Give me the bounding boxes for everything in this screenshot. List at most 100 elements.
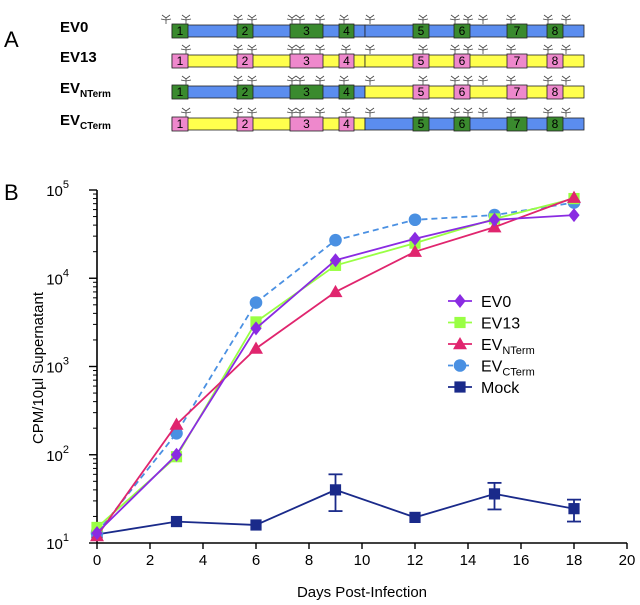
y-tick-exponent: 2: [63, 444, 69, 456]
glycosylation-mark: [542, 107, 554, 117]
construct-name: EV0: [60, 19, 88, 36]
segment-number: 3: [303, 117, 310, 131]
x-axis-title: Days Post-Infection: [297, 584, 427, 601]
segment-number: 6: [459, 85, 466, 99]
data-point: [488, 212, 501, 227]
segment-box: [453, 84, 471, 100]
legend-swatch-marker: [454, 316, 466, 329]
legend-entry: EVCTerm: [448, 359, 535, 379]
data-point: [567, 190, 581, 203]
glycosylation-mark: [364, 107, 376, 117]
y-tick-exponent: 4: [63, 267, 69, 279]
segment-box: [506, 53, 528, 69]
segment-number: 8: [552, 117, 559, 131]
segment-box: [171, 53, 189, 69]
panel-a-construct-diagram: A EV0 1 2 3 4 5 6 7 8 EV13 1 2 3 4 5 6 7 8 EVNTerm 1 2 3 4 5 6 7 8…: [4, 14, 585, 132]
glycosylation-mark: [462, 107, 474, 117]
y-tick-label: 101: [46, 532, 69, 553]
segment-number: 7: [514, 54, 521, 68]
segment-number: 5: [418, 24, 425, 38]
y-axis-title: CPM/10µl Supernatant: [30, 291, 47, 444]
glycosylation-mark: [180, 44, 192, 54]
segment-box: [412, 84, 430, 100]
glycosylation-mark: [505, 44, 517, 54]
glycosylation-mark: [340, 107, 352, 117]
segment-box: [171, 116, 189, 132]
segment-box: [338, 53, 355, 69]
x-tick-label: 0: [93, 552, 101, 569]
segment-box: [236, 116, 254, 132]
glycosylation-mark: [180, 75, 192, 85]
glycosylation-mark: [364, 75, 376, 85]
glycosylation-mark: [232, 44, 244, 54]
segment-box: [546, 53, 564, 69]
construct-row: EVNTerm 1 2 3 4 5 6 7 8: [60, 75, 585, 100]
glycosylation-mark: [417, 44, 429, 54]
glycosylation-mark: [246, 44, 258, 54]
y-tick-label: 102: [46, 444, 69, 465]
segment-box: [546, 116, 564, 132]
legend-label: EV0: [481, 294, 511, 311]
segment-box: [289, 23, 324, 39]
segment-number: 8: [552, 85, 559, 99]
segment-box: [236, 23, 254, 39]
x-tick-label: 16: [513, 552, 530, 569]
backbone-left: [171, 117, 366, 131]
glycosylation-mark: [338, 75, 350, 85]
construct-row: EV0 1 2 3 4 5 6 7 8: [60, 14, 585, 39]
legend-entry: EV0: [448, 294, 511, 311]
glycosylation-mark: [462, 44, 474, 54]
x-tick-label: 10: [354, 552, 371, 569]
segment-number: 3: [303, 54, 310, 68]
glycosylation-mark: [542, 75, 554, 85]
segment-box: [412, 53, 430, 69]
segment-box: [453, 23, 471, 39]
glycosylation-mark: [364, 44, 376, 54]
segment-box: [412, 23, 430, 39]
glycosylation-mark: [449, 14, 461, 24]
data-point: [329, 253, 342, 268]
segment-box: [546, 84, 564, 100]
glycosylation-mark: [314, 107, 326, 117]
x-tick-label: 6: [252, 552, 260, 569]
segment-box: [338, 84, 355, 100]
glycosylation-mark: [314, 14, 326, 24]
data-point: [91, 525, 103, 540]
x-tick-label: 14: [460, 552, 477, 569]
legend-label: EVNTerm: [481, 337, 535, 357]
glycosylation-mark: [449, 75, 461, 85]
glycosylation-mark: [314, 44, 326, 54]
segment-number: 6: [459, 24, 466, 38]
glycosylation-mark: [294, 14, 306, 24]
segment-box: [236, 53, 254, 69]
segment-number: 5: [418, 117, 425, 131]
construct-name: EVCTerm: [60, 112, 111, 132]
segment-box: [171, 23, 189, 39]
data-point: [249, 341, 263, 354]
legend-entry: EV13: [448, 316, 520, 333]
glycosylation-mark: [477, 14, 489, 24]
segment-number: 4: [343, 117, 350, 131]
glycosylation-mark: [340, 44, 352, 54]
y-tick-exponent: 1: [63, 532, 69, 544]
segment-number: 2: [242, 54, 249, 68]
glycosylation-mark: [232, 75, 244, 85]
segment-number: 6: [459, 54, 466, 68]
glycosylation-mark: [294, 75, 306, 85]
legend-entry: Mock: [448, 380, 520, 397]
x-tick-label: 12: [407, 552, 424, 569]
glycosylation-mark: [462, 14, 474, 24]
segment-box: [506, 84, 528, 100]
y-tick-label: 105: [46, 179, 69, 200]
legend-label: EVCTerm: [481, 359, 535, 379]
data-point: [409, 231, 421, 246]
glycosylation-mark: [232, 107, 244, 117]
glycosylation-mark: [160, 14, 172, 24]
data-point: [170, 447, 183, 462]
segment-box: [289, 53, 324, 69]
legend-label: EV13: [481, 316, 520, 333]
construct-name-subscript: NTerm: [80, 89, 111, 100]
data-point: [169, 417, 184, 430]
